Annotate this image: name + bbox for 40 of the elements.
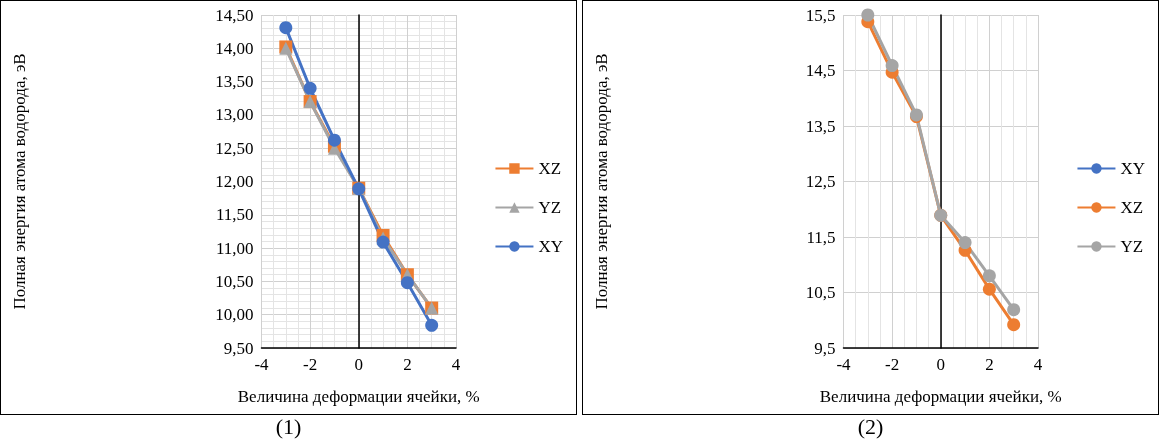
legend-label: YZ — [538, 198, 562, 217]
legend-label: XZ — [538, 159, 562, 178]
y-tick-label: 13,00 — [215, 105, 254, 125]
y-tick-label: 10,5 — [805, 283, 836, 302]
x-axis-title: Величина деформации ячейки, % — [237, 387, 480, 406]
y-tick-label: 12,5 — [805, 172, 836, 191]
y-tick-label: 15,5 — [805, 5, 836, 25]
y-tick-label: 11,50 — [215, 205, 254, 225]
y-tick-label: 13,50 — [215, 72, 254, 92]
x-tick-label: 2 — [403, 355, 412, 374]
y-tick-label: 11,00 — [215, 238, 254, 258]
legend-label: XZ — [1120, 198, 1144, 217]
legend-label: YZ — [1120, 237, 1144, 256]
legend-label: XY — [1120, 159, 1146, 178]
y-tick-label: 11,5 — [806, 227, 836, 247]
x-tick-label: -2 — [885, 355, 900, 374]
y-tick-label: 14,00 — [215, 38, 254, 58]
y-tick-label: 9,50 — [223, 338, 254, 358]
y-tick-label: 12,50 — [215, 138, 254, 158]
y-tick-label: 9,5 — [814, 338, 836, 358]
x-tick-label: -4 — [836, 355, 852, 374]
text: (2) — [856, 414, 885, 440]
x-axis-title: Величина деформации ячейки, % — [819, 387, 1062, 406]
y-axis-title: Полная энергия атома водорода, эВ — [9, 53, 29, 310]
x-tick-label: 2 — [985, 355, 994, 374]
y-axis-title: Полная энергия атома водорода, эВ — [591, 53, 611, 310]
legend-label: XY — [538, 237, 564, 256]
x-tick-label: 0 — [936, 355, 945, 374]
x-tick-label: 4 — [451, 355, 461, 374]
text: (1) — [274, 414, 303, 440]
y-tick-label: 14,50 — [215, 5, 254, 25]
y-tick-label: 13,5 — [805, 116, 836, 136]
x-tick-label: -2 — [303, 355, 318, 374]
x-tick-label: 4 — [1033, 355, 1043, 374]
y-tick-label: 14,5 — [805, 61, 836, 80]
x-tick-label: 0 — [354, 355, 363, 374]
y-tick-label: 10,00 — [215, 305, 254, 325]
x-tick-label: -4 — [254, 355, 270, 374]
y-tick-label: 12,00 — [215, 172, 254, 191]
y-tick-label: 10,50 — [215, 271, 254, 291]
